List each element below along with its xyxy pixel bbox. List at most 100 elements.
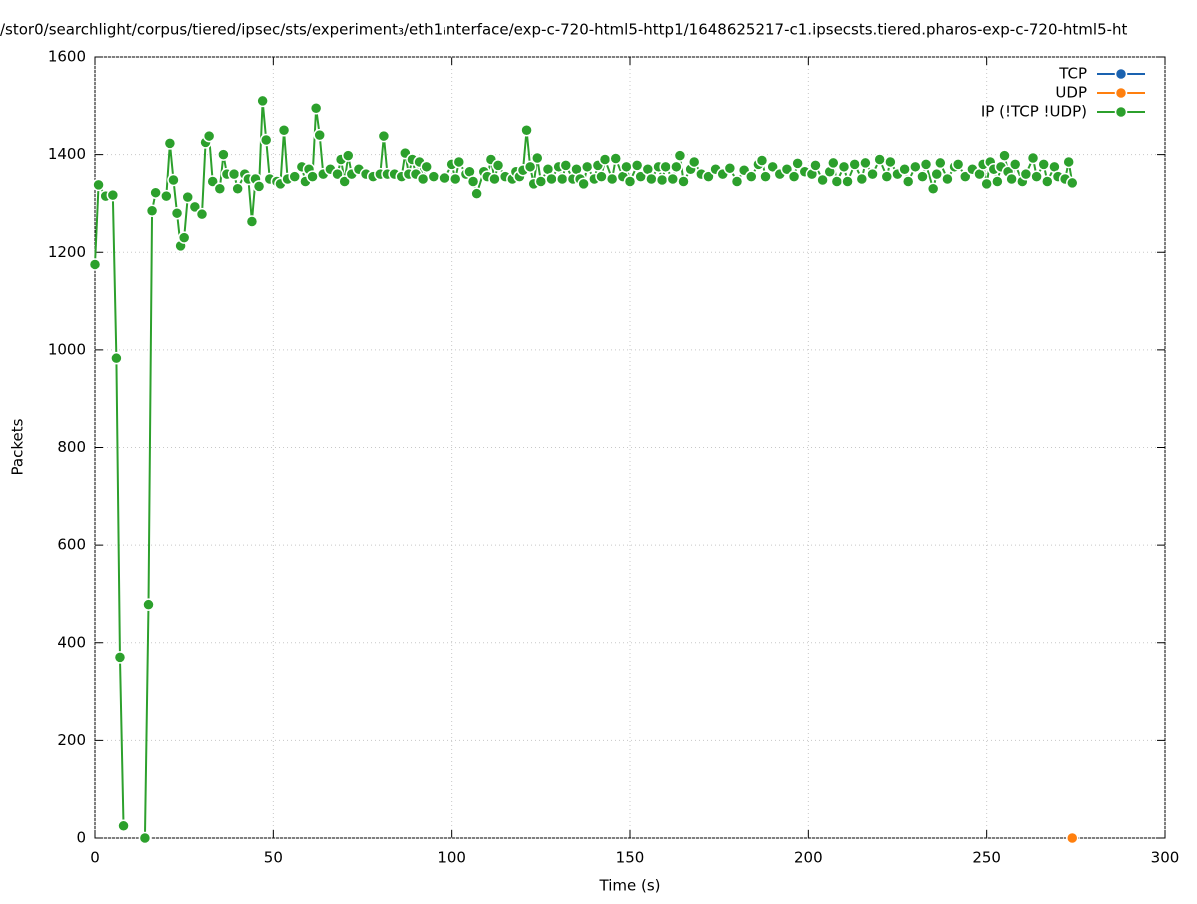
data-point — [605, 172, 619, 186]
data-point — [177, 231, 191, 244]
data-point — [491, 159, 505, 172]
legend-marker — [1114, 105, 1128, 119]
data-point — [702, 170, 715, 183]
data-point — [531, 151, 544, 165]
data-point — [827, 156, 840, 170]
data-point — [117, 819, 130, 833]
data-point — [252, 180, 266, 193]
data-point — [659, 160, 672, 174]
data-point — [149, 186, 162, 199]
data-point — [884, 155, 897, 169]
legend-label: TCP — [1058, 65, 1087, 83]
data-point — [256, 94, 269, 108]
data-point — [331, 167, 344, 181]
data-point — [470, 187, 483, 200]
data-point — [998, 149, 1011, 162]
data-point — [338, 175, 351, 188]
x-tick-label: 300 — [1151, 849, 1180, 867]
legend-marker — [1114, 67, 1128, 81]
data-point — [213, 182, 227, 196]
data-point — [416, 172, 430, 186]
x-tick-label: 50 — [264, 849, 283, 867]
data-point — [427, 170, 441, 183]
data-point — [206, 175, 219, 188]
data-point — [466, 175, 480, 188]
series-line — [94, 100, 1074, 839]
data-point — [259, 133, 273, 147]
data-point — [934, 156, 947, 170]
chart-title: /stor0/searchlight/corpus/tiered/ipsec/s… — [0, 21, 1128, 39]
data-point — [142, 598, 155, 611]
data-point — [855, 172, 869, 186]
y-tick-label: 1400 — [48, 145, 86, 163]
data-point — [673, 149, 687, 162]
data-point — [655, 173, 669, 187]
data-point — [138, 831, 152, 845]
y-tick-label: 200 — [57, 731, 86, 749]
data-point — [841, 175, 854, 188]
y-tick-label: 800 — [57, 438, 86, 456]
data-point — [866, 167, 879, 181]
x-tick-label: 0 — [90, 849, 100, 867]
data-point — [816, 173, 829, 187]
data-point — [488, 172, 501, 186]
data-point — [160, 189, 173, 203]
data-point — [545, 172, 558, 186]
data-point — [859, 156, 872, 170]
data-point — [609, 152, 622, 165]
data-point — [202, 129, 216, 143]
data-point — [110, 351, 123, 365]
data-point — [755, 154, 769, 167]
y-axis-label: Packets — [9, 418, 27, 475]
data-point — [787, 170, 801, 183]
data-point — [1062, 155, 1075, 169]
data-point — [1005, 172, 1018, 186]
data-point — [687, 155, 701, 169]
data-point — [959, 170, 972, 183]
data-point — [1026, 151, 1040, 165]
data-point — [170, 206, 184, 220]
y-tick-label: 400 — [57, 633, 86, 651]
data-point — [598, 153, 612, 166]
data-point — [595, 170, 608, 183]
data-point — [1066, 176, 1079, 190]
data-point — [555, 172, 569, 186]
data-point — [523, 160, 537, 174]
legend-label: IP (!TCP !UDP) — [981, 103, 1087, 121]
data-point — [163, 137, 177, 150]
data-point — [980, 177, 993, 191]
data-point — [759, 170, 772, 183]
data-point — [181, 190, 194, 204]
data-point — [848, 158, 861, 171]
data-point — [898, 163, 911, 176]
data-point — [677, 175, 690, 188]
data-point — [420, 160, 433, 174]
data-point — [245, 215, 259, 228]
data-point — [791, 157, 804, 170]
y-tick-label: 1200 — [48, 243, 86, 261]
data-point — [766, 160, 779, 174]
data-point — [745, 170, 758, 183]
data-point — [188, 200, 202, 214]
data-point — [217, 148, 230, 161]
data-point — [780, 163, 794, 176]
data-point — [930, 167, 943, 181]
data-point — [951, 158, 965, 171]
data-point — [670, 160, 683, 174]
data-point — [288, 170, 301, 183]
data-point — [830, 175, 844, 188]
data-point — [106, 188, 120, 202]
data-point — [1066, 831, 1079, 845]
x-tick-label: 100 — [437, 849, 466, 867]
y-tick-label: 1000 — [48, 340, 86, 358]
data-point — [645, 172, 658, 186]
data-point — [1008, 158, 1022, 171]
data-point — [534, 175, 548, 188]
data-point — [195, 207, 209, 221]
data-point — [1030, 170, 1043, 183]
data-point — [313, 128, 326, 142]
data-point — [377, 129, 391, 143]
legend-marker — [1114, 86, 1128, 100]
data-point — [277, 123, 291, 137]
